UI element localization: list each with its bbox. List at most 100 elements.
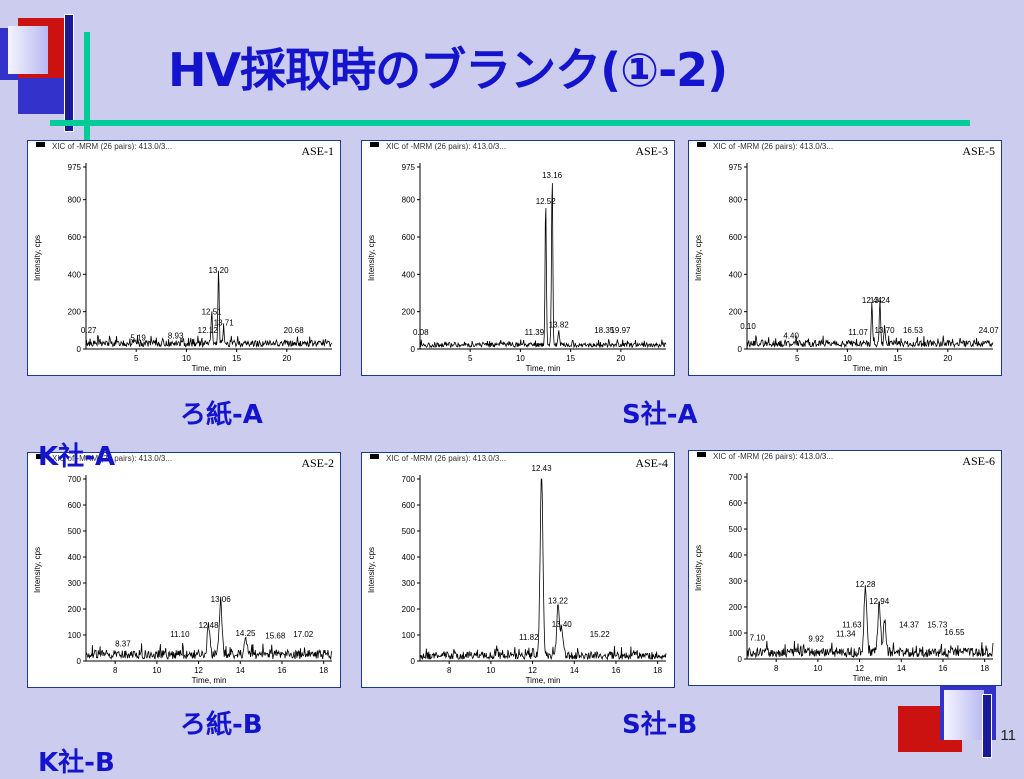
peak-label: 17.02 — [293, 630, 314, 639]
y-tick-label: 700 — [402, 475, 416, 484]
y-tick-label: 400 — [68, 270, 82, 279]
legend-marker — [370, 454, 379, 459]
peak-label: 12.44 — [862, 296, 883, 305]
y-tick-label: 500 — [402, 527, 416, 536]
peak-label: 16.55 — [944, 628, 965, 637]
x-tick-label: 18 — [653, 666, 662, 675]
label-s-company-a: S社-A — [622, 400, 698, 430]
x-tick-label: 14 — [570, 666, 579, 675]
x-tick-label: 5 — [468, 354, 473, 363]
y-tick-label: 400 — [68, 553, 82, 562]
x-tick-label: 12 — [855, 664, 864, 673]
chart-ase2: XIC of -MRM (26 pairs): 413.0/3... ASE-2 0… — [27, 452, 341, 688]
y-tick-label: 600 — [68, 501, 82, 510]
x-tick-label: 10 — [843, 354, 852, 363]
x-tick-label: 12 — [194, 666, 203, 675]
y-tick-label: 0 — [411, 345, 416, 354]
x-axis-label: Time, min — [526, 364, 561, 373]
chart-header: XIC of -MRM (26 pairs): 413.0/3... — [386, 454, 506, 463]
chromatogram-trace — [419, 183, 667, 349]
chromatogram-trace — [746, 299, 994, 349]
y-tick-label: 100 — [68, 631, 82, 640]
x-tick-label: 16 — [939, 664, 948, 673]
peak-label: 12.12 — [198, 326, 219, 335]
peak-label: 12.43 — [532, 464, 553, 473]
x-tick-label: 20 — [616, 354, 625, 363]
sample-label: ASE-6 — [962, 454, 995, 468]
y-tick-label: 0 — [77, 345, 82, 354]
deco-vbar-navy-br — [982, 694, 992, 758]
x-tick-label: 20 — [943, 354, 952, 363]
peak-label: 12.52 — [536, 197, 557, 206]
peak-label: 19.97 — [610, 326, 631, 335]
y-axis-label: Intensity, cps — [367, 235, 376, 281]
y-tick-label: 400 — [402, 270, 416, 279]
y-tick-label: 800 — [729, 196, 743, 205]
peak-label: 12.94 — [869, 597, 890, 606]
y-tick-label: 200 — [68, 308, 82, 317]
peak-label: 13.70 — [875, 326, 896, 335]
peak-label: 11.39 — [525, 328, 545, 337]
label-filter-b: ろ紙-B — [180, 710, 263, 740]
peak-label: 4.40 — [783, 332, 799, 341]
peak-label: 12.51 — [202, 307, 223, 316]
peak-label: 15.22 — [590, 630, 611, 639]
peak-label: 13.06 — [211, 595, 232, 604]
chart-header: XIC of -MRM (26 pairs): 413.0/3... — [713, 142, 833, 151]
y-tick-label: 975 — [402, 163, 416, 172]
y-tick-label: 600 — [68, 233, 82, 242]
y-tick-label: 200 — [729, 308, 743, 317]
peak-label: 13.16 — [542, 171, 563, 180]
y-axis-label: Intensity, cps — [694, 235, 703, 281]
peak-label: 18.35 — [594, 326, 615, 335]
peak-label: 0.10 — [740, 322, 756, 331]
legend-marker — [370, 142, 379, 147]
deco-vbar-navy — [64, 14, 74, 132]
peak-label: 16.53 — [903, 326, 924, 335]
y-tick-label: 300 — [402, 579, 416, 588]
x-tick-label: 12 — [528, 666, 537, 675]
peak-label: 15.68 — [265, 632, 286, 641]
y-tick-label: 200 — [68, 605, 82, 614]
chromatogram-trace — [85, 270, 333, 348]
x-tick-label: 20 — [282, 354, 291, 363]
x-axis-label: Time, min — [192, 676, 227, 685]
x-tick-label: 14 — [897, 664, 906, 673]
y-tick-label: 300 — [68, 579, 82, 588]
x-tick-label: 15 — [232, 354, 241, 363]
peak-label: 13.40 — [552, 620, 573, 629]
y-axis-label: Intensity, cps — [694, 545, 703, 591]
y-tick-label: 100 — [729, 629, 743, 638]
x-tick-label: 8 — [774, 664, 779, 673]
page-number: 11 — [1000, 727, 1016, 744]
chart-ase3: XIC of -MRM (26 pairs): 413.0/3... ASE-3 0… — [361, 140, 675, 376]
deco-block-blue-tl2 — [18, 78, 66, 114]
x-tick-label: 8 — [113, 666, 118, 675]
peak-label: 12.28 — [855, 580, 876, 589]
y-axis-label: Intensity, cps — [33, 547, 42, 593]
y-tick-label: 0 — [77, 657, 82, 666]
x-tick-label: 10 — [516, 354, 525, 363]
y-tick-label: 600 — [729, 499, 743, 508]
sample-label: ASE-5 — [962, 144, 995, 158]
x-tick-label: 18 — [980, 664, 989, 673]
sample-label: ASE-2 — [301, 456, 334, 470]
peak-label: 5.19 — [130, 333, 146, 342]
x-tick-label: 5 — [795, 354, 800, 363]
peak-label: 11.63 — [842, 620, 862, 629]
x-axis-label: Time, min — [526, 676, 561, 685]
x-tick-label: 10 — [152, 666, 161, 675]
chart-header: XIC of -MRM (26 pairs): 413.0/3... — [713, 452, 833, 461]
y-tick-label: 800 — [402, 196, 416, 205]
peak-label: 13.22 — [548, 596, 569, 605]
peak-label: 12.48 — [199, 621, 220, 630]
peak-label: 11.07 — [848, 328, 868, 337]
peak-label: 13.71 — [214, 318, 235, 327]
x-axis-label: Time, min — [853, 364, 888, 373]
peak-label: 11.10 — [170, 630, 190, 639]
y-tick-label: 400 — [729, 270, 743, 279]
y-tick-label: 700 — [68, 475, 82, 484]
y-tick-label: 400 — [402, 553, 416, 562]
y-tick-label: 300 — [729, 577, 743, 586]
label-k-company-b: K社-B — [38, 748, 115, 778]
